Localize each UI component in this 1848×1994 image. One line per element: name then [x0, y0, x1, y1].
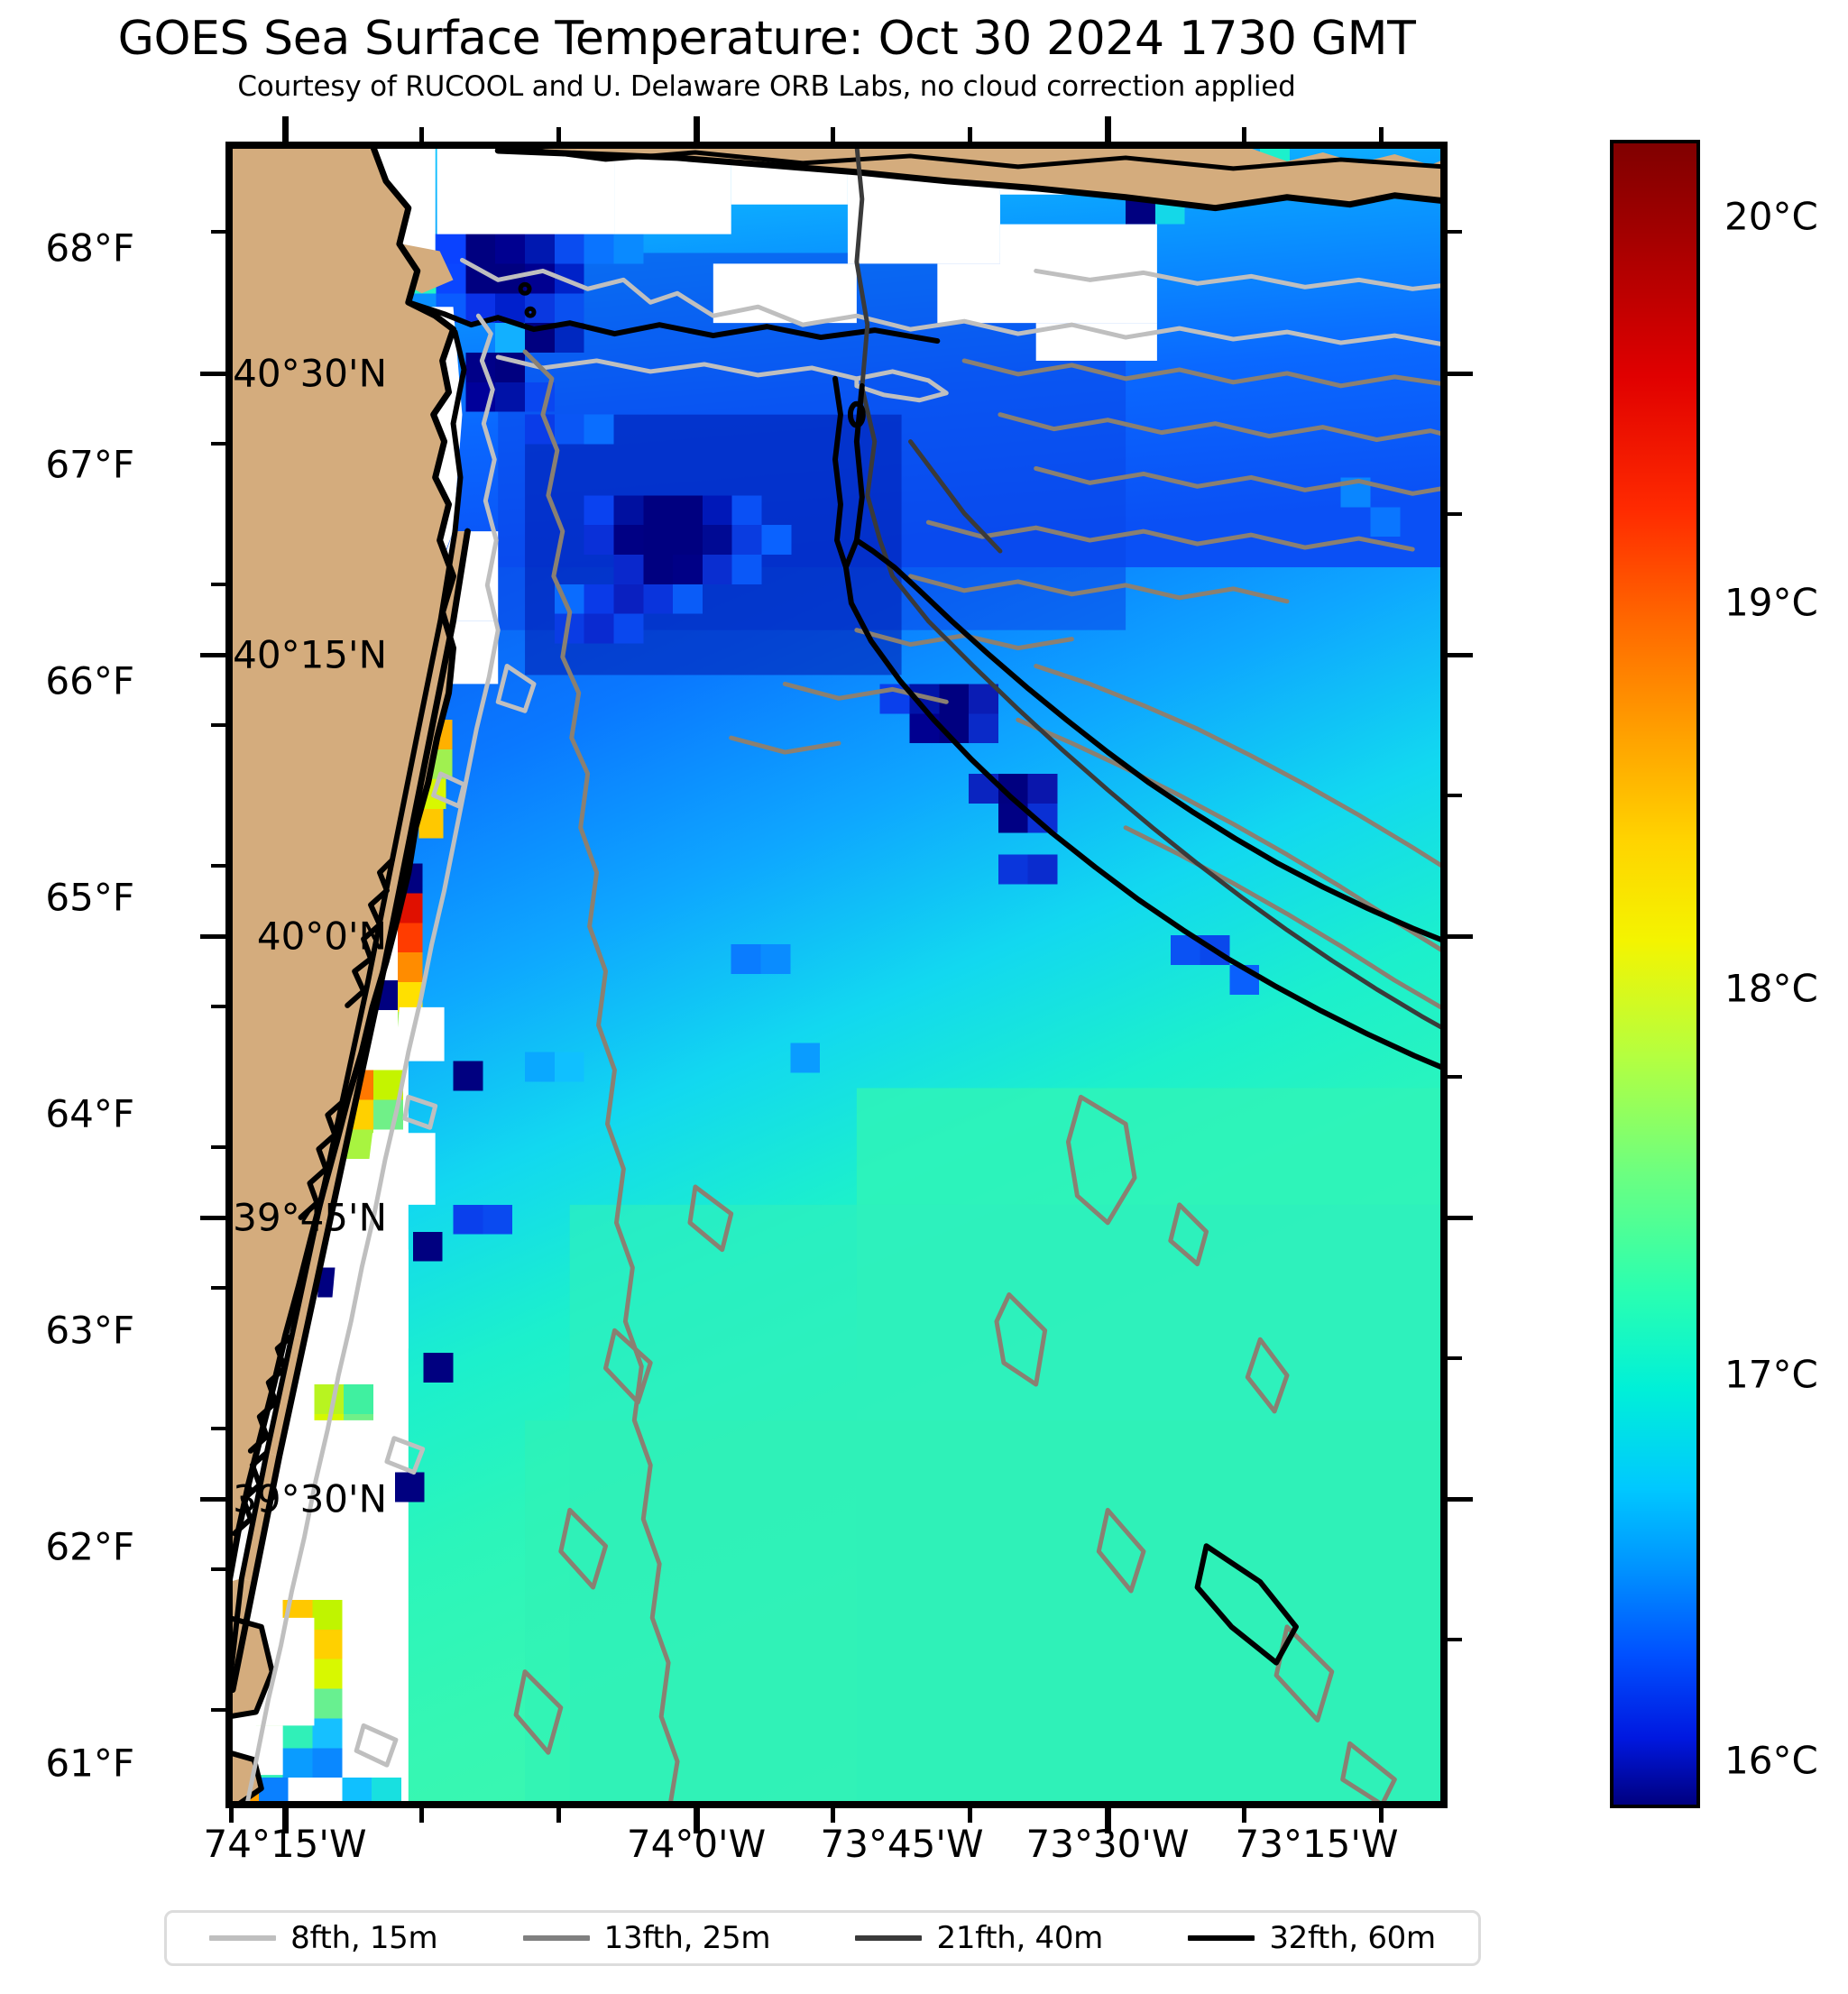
x-tick-label: 74°15'W	[203, 1822, 367, 1866]
cbar-label-f: 64°F	[45, 1091, 134, 1136]
legend-item-60m[interactable]: 32fth, 60m	[1188, 1920, 1436, 1956]
y-tick-right-major	[1448, 1497, 1473, 1502]
x-tick-top-minor	[1242, 127, 1246, 142]
legend-item-label: 13fth, 25m	[603, 1920, 771, 1956]
legend-line-swatch	[209, 1935, 277, 1941]
y-tick-label: 39°45'N	[233, 1195, 387, 1240]
legend-item-25m[interactable]: 13fth, 25m	[522, 1920, 771, 1956]
x-tick-major	[282, 1808, 289, 1833]
y-tick-major	[200, 653, 225, 657]
y-tick-major	[200, 1497, 225, 1502]
cbar-label-c: 19°C	[1724, 580, 1818, 625]
y-tick-minor	[211, 1145, 225, 1149]
y-tick-minor	[211, 864, 225, 868]
x-tick-minor	[1242, 1808, 1246, 1823]
x-tick-minor	[229, 1808, 234, 1823]
contour-40m	[854, 145, 1444, 1032]
x-tick-top-minor	[831, 127, 835, 142]
cbar-label-f: 62°F	[45, 1524, 134, 1569]
cbar-label-c: 17°C	[1724, 1352, 1818, 1397]
y-tick-minor	[211, 1708, 225, 1712]
y-tick-right-minor	[1448, 1638, 1462, 1641]
cbar-label-f: 67°F	[45, 442, 134, 487]
legend-item-label: 8fth, 15m	[290, 1920, 438, 1956]
legend-item-label: 32fth, 60m	[1269, 1920, 1436, 1956]
y-tick-minor	[211, 1427, 225, 1430]
cbar-label-f: 61°F	[45, 1741, 134, 1786]
figure-title: GOES Sea Surface Temperature: Oct 30 202…	[117, 12, 1416, 66]
y-tick-right-major	[1448, 653, 1473, 657]
y-tick-right-minor	[1448, 794, 1462, 797]
y-tick-label: 40°0'N	[256, 914, 387, 959]
y-tick-major	[200, 1216, 225, 1220]
x-tick-top-minor	[968, 127, 972, 142]
x-tick-top-major	[1105, 116, 1111, 142]
legend-line-swatch	[855, 1935, 923, 1941]
contour-60m	[832, 375, 1444, 1666]
y-tick-major	[200, 934, 225, 939]
x-tick-label: 73°30'W	[1025, 1822, 1190, 1866]
y-tick-label: 40°30'N	[233, 351, 387, 396]
cbar-label-c: 18°C	[1724, 966, 1818, 1011]
y-tick-right-major	[1448, 372, 1473, 376]
x-tick-label: 73°15'W	[1235, 1822, 1399, 1866]
y-tick-minor	[211, 1567, 225, 1571]
y-tick-right-minor	[1448, 1075, 1462, 1079]
y-tick-minor	[211, 583, 225, 586]
x-tick-minor	[831, 1808, 835, 1823]
y-tick-minor	[211, 1005, 225, 1008]
y-tick-minor	[211, 442, 225, 446]
y-tick-right-minor	[1448, 230, 1462, 234]
y-tick-minor	[211, 230, 225, 234]
x-tick-minor	[419, 1808, 424, 1823]
cbar-label-f: 68°F	[45, 225, 134, 271]
y-tick-label: 40°15'N	[233, 632, 387, 677]
sst-map-raster	[229, 145, 1444, 1805]
x-tick-top-major	[282, 116, 289, 142]
y-tick-minor	[211, 1286, 225, 1290]
legend-item-40m[interactable]: 21fth, 40m	[855, 1920, 1103, 1956]
legend-line-swatch	[522, 1935, 590, 1941]
y-tick-label: 39°30'N	[233, 1476, 387, 1521]
x-tick-minor	[556, 1808, 561, 1823]
cbar-label-f: 65°F	[45, 875, 134, 920]
x-tick-minor	[968, 1808, 972, 1823]
x-tick-label: 74°0'W	[626, 1822, 767, 1866]
y-tick-right-major	[1448, 1216, 1473, 1220]
y-tick-right-major	[1448, 934, 1473, 939]
y-tick-major	[200, 372, 225, 376]
sst-map-svg	[229, 145, 1444, 1805]
cbar-label-c: 20°C	[1724, 194, 1818, 239]
x-tick-top-major	[694, 116, 700, 142]
y-tick-right-minor	[1448, 1356, 1462, 1360]
bathymetry-legend[interactable]: 8fth, 15m 13fth, 25m 21fth, 40m 32fth, 6…	[164, 1910, 1481, 1966]
y-tick-right-minor	[1448, 512, 1462, 516]
cbar-label-c: 16°C	[1724, 1738, 1818, 1783]
x-tick-top-minor	[556, 127, 561, 142]
temperature-colorbar[interactable]	[1610, 140, 1700, 1808]
cbar-label-f: 63°F	[45, 1308, 134, 1353]
contour-15m	[244, 257, 1444, 1805]
land-polygon	[229, 145, 1444, 1805]
legend-item-15m[interactable]: 8fth, 15m	[209, 1920, 438, 1956]
x-tick-top-minor	[1379, 127, 1384, 142]
x-tick-major	[1105, 1808, 1111, 1833]
y-tick-minor	[211, 723, 225, 727]
x-tick-top-minor	[419, 127, 424, 142]
legend-line-swatch	[1188, 1935, 1255, 1941]
x-tick-major	[694, 1808, 700, 1833]
figure-subtitle: Courtesy of RUCOOL and U. Delaware ORB L…	[237, 70, 1296, 103]
contour-25m	[513, 349, 1444, 1805]
sst-map-plot[interactable]	[225, 142, 1448, 1808]
legend-item-label: 21fth, 40m	[936, 1920, 1103, 1956]
x-tick-label: 73°45'W	[820, 1822, 984, 1866]
cbar-label-f: 66°F	[45, 658, 134, 703]
x-tick-minor	[1379, 1808, 1384, 1823]
